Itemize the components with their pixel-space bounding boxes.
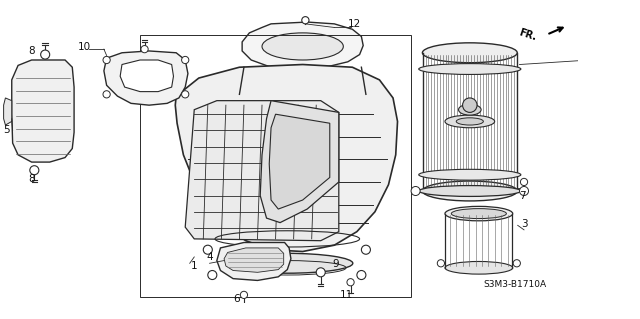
- Circle shape: [362, 245, 371, 254]
- Polygon shape: [260, 101, 339, 223]
- Polygon shape: [120, 60, 173, 92]
- Circle shape: [437, 260, 445, 267]
- Ellipse shape: [451, 209, 506, 219]
- Circle shape: [513, 260, 520, 267]
- Circle shape: [141, 46, 148, 53]
- Text: 3: 3: [521, 219, 527, 229]
- Ellipse shape: [419, 169, 521, 180]
- Text: 8: 8: [28, 46, 35, 56]
- Polygon shape: [175, 64, 397, 252]
- Circle shape: [520, 178, 527, 186]
- Ellipse shape: [419, 186, 521, 197]
- Circle shape: [204, 245, 212, 254]
- Polygon shape: [12, 60, 74, 162]
- Circle shape: [347, 278, 354, 286]
- Ellipse shape: [419, 63, 521, 74]
- Text: 12: 12: [348, 19, 361, 29]
- Text: 9: 9: [333, 259, 339, 269]
- Polygon shape: [269, 114, 330, 209]
- Polygon shape: [104, 51, 188, 105]
- Ellipse shape: [262, 33, 343, 60]
- Polygon shape: [185, 101, 339, 241]
- Circle shape: [182, 56, 189, 63]
- Polygon shape: [224, 248, 284, 272]
- Circle shape: [182, 91, 189, 98]
- Text: 7: 7: [519, 190, 525, 201]
- Ellipse shape: [456, 118, 483, 125]
- Circle shape: [463, 98, 477, 112]
- Circle shape: [103, 56, 110, 63]
- Circle shape: [208, 271, 217, 279]
- Text: 4: 4: [206, 252, 213, 262]
- Text: 10: 10: [77, 42, 91, 52]
- Ellipse shape: [445, 206, 513, 221]
- Ellipse shape: [422, 181, 517, 201]
- Ellipse shape: [445, 115, 495, 128]
- Text: FR.: FR.: [517, 27, 538, 42]
- Text: 5: 5: [3, 125, 10, 136]
- Circle shape: [41, 50, 50, 59]
- Ellipse shape: [445, 262, 513, 274]
- Circle shape: [302, 17, 309, 24]
- Circle shape: [30, 166, 39, 175]
- Circle shape: [316, 268, 325, 277]
- Circle shape: [411, 187, 420, 196]
- Text: 6: 6: [234, 293, 240, 303]
- Circle shape: [241, 291, 248, 299]
- Text: S3M3-B1710A: S3M3-B1710A: [483, 279, 547, 289]
- Polygon shape: [4, 98, 12, 125]
- Polygon shape: [217, 242, 291, 280]
- Ellipse shape: [458, 104, 481, 115]
- Circle shape: [103, 91, 110, 98]
- Ellipse shape: [222, 253, 353, 273]
- Polygon shape: [242, 22, 363, 69]
- Text: 1: 1: [191, 261, 198, 271]
- Text: 8: 8: [28, 174, 35, 184]
- Text: 11: 11: [340, 290, 353, 300]
- Circle shape: [520, 187, 529, 196]
- Bar: [140, 35, 411, 297]
- Circle shape: [357, 271, 366, 279]
- Ellipse shape: [422, 43, 517, 63]
